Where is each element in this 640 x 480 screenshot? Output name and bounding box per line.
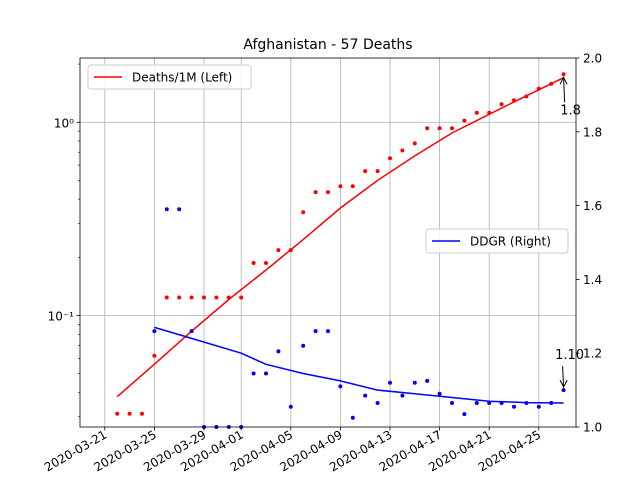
series-0-point (264, 261, 268, 265)
y-right-tick-label: 1.2 (583, 347, 602, 361)
series-0-point (140, 411, 144, 416)
series-1-fit-line (154, 326, 564, 404)
series-1-point (264, 371, 268, 376)
series-1-point (177, 207, 182, 212)
series-1-point (462, 412, 467, 417)
series-1-point (388, 380, 392, 385)
data-points (115, 72, 566, 429)
series-1-point (375, 401, 380, 405)
series-0-point (338, 184, 343, 189)
series-0-point (388, 156, 392, 161)
series-0-point (536, 86, 541, 91)
series-0-point (512, 98, 516, 103)
series-0-point (189, 295, 194, 300)
series-1-point (450, 401, 454, 405)
series-1-point (350, 415, 355, 420)
legend-ddgr: DDGR (Right) (425, 228, 569, 254)
y-right-tick-label: 1.6 (583, 199, 602, 213)
annotation-arrowhead (559, 76, 568, 85)
series-0-point (164, 295, 169, 300)
series-0-point (214, 295, 219, 300)
series-1-point (549, 401, 554, 405)
legend-ddgr-box (425, 228, 569, 254)
series-1-point (338, 384, 343, 389)
annotation-arrow (563, 77, 566, 103)
series-0-point (400, 148, 405, 153)
series-1-point (474, 401, 479, 405)
series-1-point (412, 380, 417, 385)
y-right-tick-label: 2.0 (583, 52, 602, 66)
series-1-point (437, 391, 442, 396)
series-0-point (375, 169, 380, 174)
annotation-arrowhead (559, 379, 568, 389)
series-1-point (524, 401, 529, 405)
y-right-tick-label: 1.0 (583, 421, 602, 435)
y-right-tick-label: 1.8 (583, 125, 602, 139)
series-0-point (202, 295, 206, 300)
y-left-tick-label: 10⁻¹ (48, 310, 75, 324)
series-0-point (474, 110, 479, 115)
series-0-point (239, 295, 244, 300)
series-1-point (326, 329, 330, 334)
series-0-point (276, 248, 281, 253)
legend-deaths-label: Deaths/1M (Left) (132, 71, 232, 85)
series-0-point (288, 248, 293, 253)
series-0-point (350, 184, 355, 189)
series-0-point (450, 126, 454, 131)
series-1-point (288, 404, 293, 409)
legend-ddgr-label: DDGR (Right) (470, 235, 551, 249)
series-1-point (400, 393, 405, 398)
legend-deaths-box (87, 64, 252, 90)
legend-deaths: Deaths/1M (Left) (87, 64, 252, 90)
series-0-point (226, 295, 231, 300)
series-1-point (487, 401, 492, 405)
series-1-point (313, 329, 318, 334)
series-1-point (425, 378, 430, 383)
series-0-point (301, 210, 306, 215)
series-0-point (425, 126, 430, 131)
annotation-deaths: 1.8 (560, 103, 581, 118)
annotations: 1.8 1.10 (555, 76, 584, 389)
series-0-point (549, 81, 554, 86)
series-1-point (152, 329, 157, 334)
series-0-point (313, 190, 318, 195)
series-1-point (561, 388, 566, 393)
series-1-point (536, 404, 541, 409)
y-right-tick-label: 1.4 (583, 273, 602, 287)
series-0-point (127, 411, 132, 416)
series-0-point (115, 411, 120, 416)
series-1-point (276, 349, 281, 354)
chart-title: Afghanistan - 57 Deaths (243, 37, 412, 53)
series-1-point (512, 404, 516, 409)
annotation-arrow (562, 366, 565, 388)
y-left-tick-label: 10⁰ (54, 116, 74, 130)
series-1-point (164, 207, 169, 212)
series-0-point (152, 353, 157, 358)
plot-frame (79, 57, 577, 428)
series-0-point (437, 126, 442, 131)
series-1-point (189, 329, 194, 334)
series-1-point (251, 371, 256, 376)
series-0-point (524, 94, 529, 99)
series-0-point (561, 72, 566, 77)
series-0-point (499, 102, 504, 107)
series-1-point (301, 343, 306, 348)
series-0-point (251, 261, 256, 265)
annotation-ddgr: 1.10 (555, 348, 584, 363)
series-0-point (177, 295, 182, 300)
series-1-point (499, 401, 504, 405)
series-0-point (326, 190, 330, 195)
series-0-point (487, 110, 492, 115)
series-0-point (412, 141, 417, 146)
series-0-point (363, 169, 368, 174)
series-1-point (363, 393, 368, 398)
series-0-point (462, 118, 467, 123)
